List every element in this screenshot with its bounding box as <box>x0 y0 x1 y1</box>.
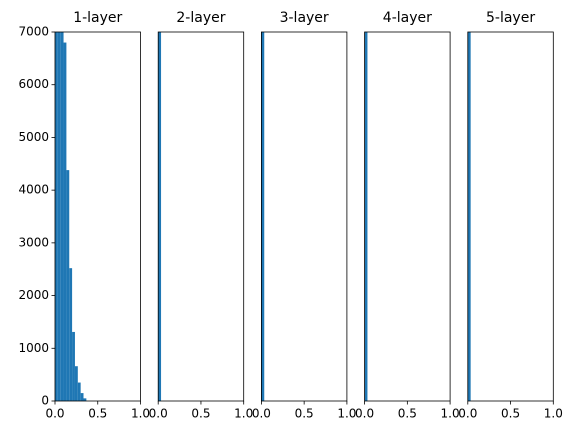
axes-frame <box>467 31 554 402</box>
plot-area <box>55 32 87 401</box>
bar <box>72 331 75 401</box>
bar <box>57 32 61 401</box>
y-tick-label: 4000 <box>18 183 49 197</box>
y-tick-label: 7000 <box>18 25 49 39</box>
x-tick-label: 1.0 <box>441 407 460 421</box>
subplot-title: 5-layer <box>486 10 535 26</box>
bar <box>63 42 67 401</box>
bar <box>55 32 58 401</box>
plot-area <box>261 32 265 401</box>
x-tick-label: 0.5 <box>501 407 520 421</box>
y-tick-label: 2000 <box>18 288 49 302</box>
y-tick-label: 3000 <box>18 235 49 249</box>
x-tick-label: 0.0 <box>252 407 271 421</box>
subplot-title: 4-layer <box>383 10 432 26</box>
subplot-title: 2-layer <box>176 10 225 26</box>
bar <box>77 382 81 401</box>
x-tick-label: 0.0 <box>149 407 168 421</box>
y-tick-label: 5000 <box>18 130 49 144</box>
y-tick-label: 0 <box>41 394 49 408</box>
y-tick-label: 6000 <box>18 77 49 91</box>
plot-area <box>158 32 162 401</box>
bar <box>158 32 162 401</box>
bar <box>261 32 265 401</box>
x-tick-label: 1.0 <box>131 407 150 421</box>
x-tick-label: 1.0 <box>234 407 253 421</box>
x-tick-label: 1.0 <box>337 407 356 421</box>
bar <box>83 398 87 401</box>
bar <box>74 366 78 401</box>
subplot-title: 1-layer <box>73 10 122 26</box>
axes-frame <box>157 31 245 402</box>
x-tick-label: 0.5 <box>88 407 107 421</box>
x-tick-label: 0.5 <box>191 407 210 421</box>
y-tick-label: 1000 <box>18 341 49 355</box>
x-tick-label: 0.0 <box>458 407 477 421</box>
plot-area <box>364 32 368 401</box>
bar <box>467 32 471 401</box>
bar <box>69 268 73 401</box>
x-tick-label: 0.0 <box>355 407 374 421</box>
x-tick-label: 0.0 <box>45 407 64 421</box>
bar <box>66 170 70 401</box>
bar <box>364 32 368 401</box>
bar <box>80 393 84 401</box>
axes-frame <box>364 31 451 402</box>
x-tick-label: 0.5 <box>295 407 314 421</box>
bar <box>60 32 64 401</box>
axes-frame <box>260 31 348 402</box>
plot-area <box>467 32 471 401</box>
x-tick-label: 0.5 <box>398 407 417 421</box>
subplot-title: 3-layer <box>280 10 329 26</box>
x-tick-label: 1.0 <box>544 407 563 421</box>
